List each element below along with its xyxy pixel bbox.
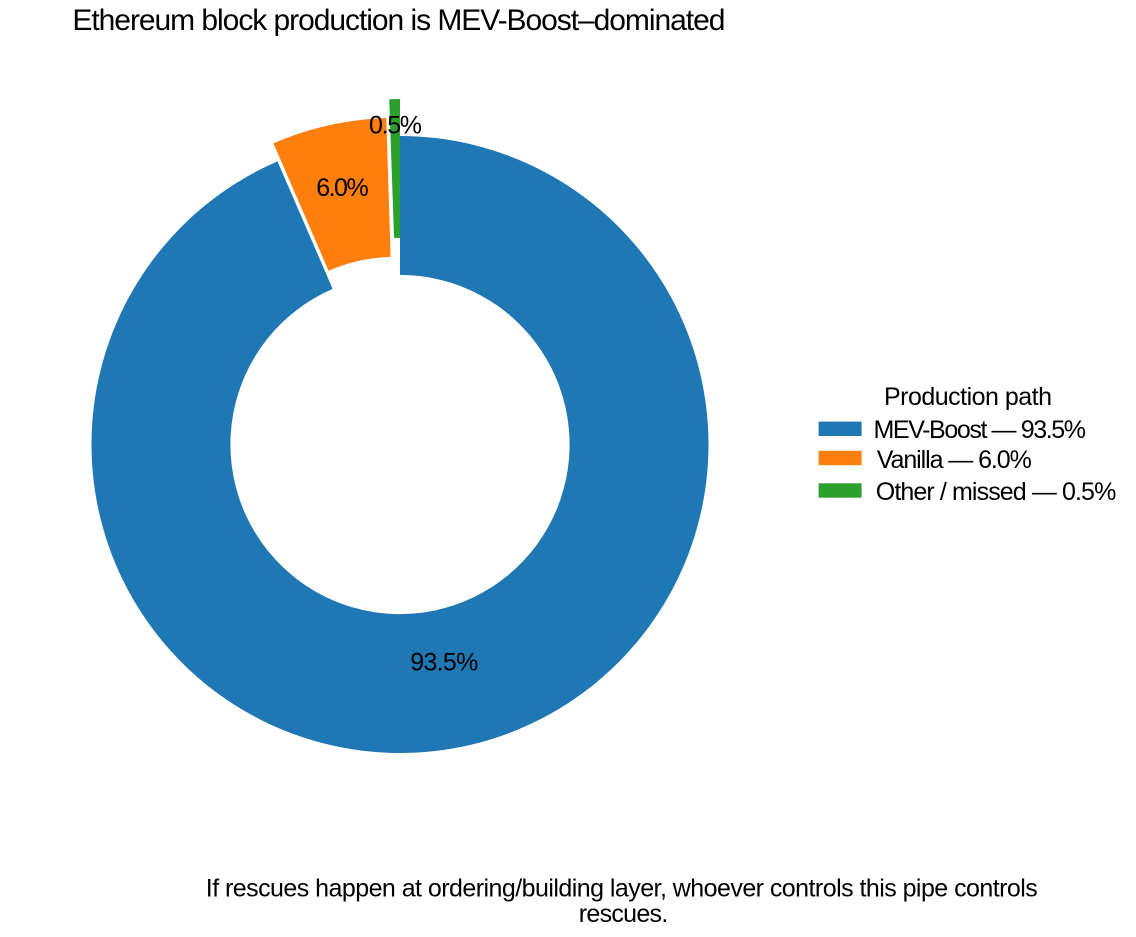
svg-text:0.5%: 0.5%: [369, 112, 422, 140]
svg-text:MEV-Boost — 93.5%: MEV-Boost — 93.5%: [874, 416, 1087, 444]
svg-text:Production path: Production path: [884, 383, 1052, 411]
svg-text:6.0%: 6.0%: [316, 174, 369, 202]
svg-text:Vanilla — 6.0%: Vanilla — 6.0%: [877, 446, 1032, 474]
svg-text:93.5%: 93.5%: [410, 649, 478, 677]
svg-text:rescues.: rescues.: [579, 900, 669, 928]
svg-text:If rescues happen at ordering/: If rescues happen at ordering/building l…: [206, 875, 1038, 903]
svg-text:Other / missed — 0.5%: Other / missed — 0.5%: [876, 478, 1117, 506]
svg-text:Ethereum block production is M: Ethereum block production is MEV-Boost–d…: [72, 4, 725, 37]
